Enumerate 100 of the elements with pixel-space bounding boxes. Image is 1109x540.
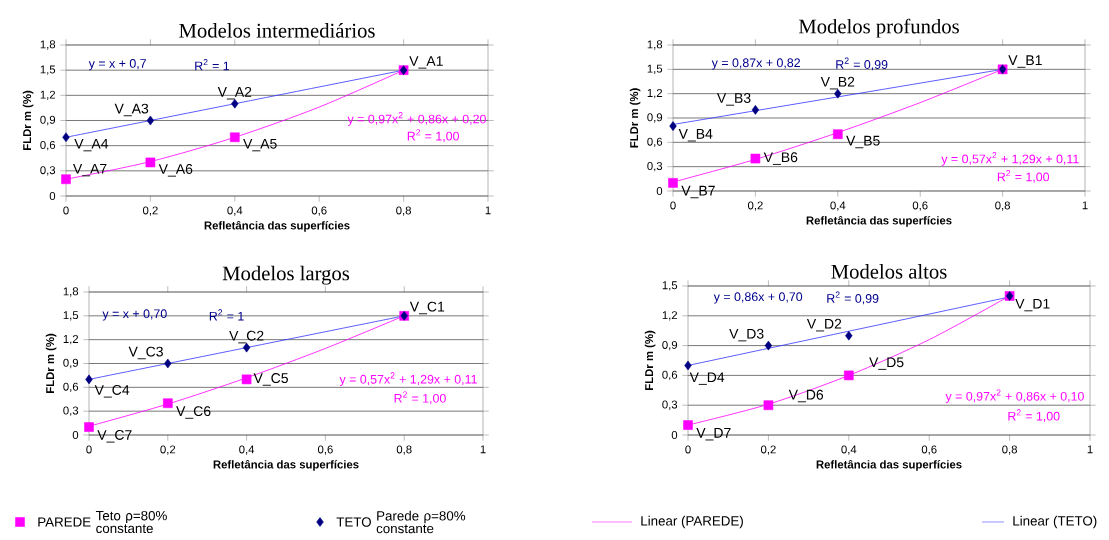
annotation: y = x + 0,7 — [88, 59, 146, 71]
y-axis-title: FLDr m (%) — [22, 90, 34, 150]
annotation: V_C6 — [176, 406, 211, 419]
x-axis-title: Refletância das superfícies — [213, 459, 359, 471]
y-tick-label: 0,6 — [63, 382, 79, 393]
annotation: V_C5 — [253, 373, 288, 386]
y-tick-label: 1,5 — [40, 65, 56, 75]
legend-label: PAREDE — [38, 517, 91, 527]
x-axis-title: Refletância das superfícies — [816, 459, 962, 471]
annotation: R$^{2}$ = 1,00 — [997, 170, 1050, 183]
y-tick-label: 0,9 — [63, 358, 79, 369]
annotation: V_A6 — [158, 164, 193, 177]
annotation: V_B2 — [820, 76, 855, 90]
annotation: V_A5 — [243, 138, 277, 152]
legend-label: Linear (PAREDE) — [641, 515, 743, 529]
annotation: V_B4 — [678, 129, 713, 142]
annotation: V_B7 — [681, 185, 715, 199]
annotation: V_C7 — [97, 430, 132, 443]
annotation: V_C1 — [409, 301, 445, 315]
annotation: R$^{2}$ = 1 — [209, 309, 244, 321]
x-tick-label: 0,4 — [830, 201, 846, 211]
annotation: V_A2 — [217, 86, 252, 100]
annotation: V_D2 — [806, 318, 842, 332]
annotation: y = 0,57x$^{2}$ + 1,29x + 0,11 — [941, 152, 1079, 166]
chart-title: Modelos intermediários — [179, 23, 375, 38]
x-tick-label: 0,6 — [317, 445, 333, 455]
x-tick-label: 0,8 — [1002, 445, 1017, 455]
annotation: V_C4 — [94, 385, 130, 398]
y-tick-label: 0 — [72, 431, 79, 440]
annotation: V_D4 — [689, 372, 725, 385]
y-axis-title: FLDr m (%) — [644, 330, 656, 390]
x-tick-label: 0,6 — [912, 201, 928, 211]
y-tick-label: 0,9 — [662, 340, 678, 351]
y-tick-label: 1,2 — [40, 90, 56, 101]
x-tick-label: 0 — [685, 445, 691, 454]
annotation: V_B6 — [763, 152, 798, 165]
annotation: V_C3 — [128, 346, 163, 360]
y-axis-title: FLDr m (%) — [629, 88, 641, 148]
y-tick-label: 0,3 — [662, 400, 678, 410]
y-tick-label: 1,5 — [647, 64, 663, 74]
x-tick-label: 0 — [86, 445, 92, 454]
annotation: R$^{2}$ = 0,99 — [827, 291, 879, 305]
y-tick-label: 1,8 — [40, 40, 56, 50]
annotation: y = 0,87x + 0,82 — [711, 58, 800, 70]
y-tick-label: 0,3 — [63, 406, 79, 416]
annotation: V_D3 — [729, 328, 764, 342]
legend-label: Linear (TETO) — [1013, 515, 1097, 529]
legend-label: TETO — [336, 517, 371, 527]
y-tick-label: 0,6 — [662, 370, 678, 381]
x-tick-label: 1 — [1087, 445, 1093, 454]
x-tick-label: 0,4 — [227, 206, 243, 216]
annotation: V_A7 — [73, 163, 107, 177]
annotation: y = 0,97x$^{2}$ + 0,86x + 0,20 — [347, 112, 486, 126]
annotation: R$^{2}$ = 1 — [195, 59, 230, 71]
y-tick-label: 1,8 — [63, 287, 79, 297]
y-tick-label: 0 — [656, 187, 663, 195]
annotation: R$^{2}$ = 1,00 — [1008, 409, 1060, 422]
x-axis-title: Refletância das superfícies — [204, 220, 350, 232]
y-tick-label: 0,3 — [40, 166, 56, 176]
annotation: V_D1 — [1015, 298, 1050, 312]
annotation: R$^{2}$ = 1,00 — [394, 391, 446, 405]
y-tick-label: 1,2 — [647, 88, 663, 99]
chart-title: Modelos largos — [222, 265, 350, 285]
annotation: V_B5 — [846, 135, 880, 149]
y-tick-label: 0,3 — [647, 161, 663, 172]
y-tick-label: 0 — [49, 192, 56, 200]
y-tick-label: 1,5 — [662, 281, 678, 291]
annotation: R$^{2}$ = 0,99 — [836, 57, 888, 71]
annotation: V_B1 — [1008, 55, 1042, 68]
annotation: R$^{2}$ = 1,00 — [407, 129, 460, 142]
x-tick-label: 0,4 — [239, 445, 255, 455]
x-tick-label: 0,6 — [921, 445, 937, 455]
x-axis-title: Refletância das superfícies — [806, 215, 952, 227]
annotation: V_B3 — [716, 93, 751, 106]
text: Teto ρ=80% constante — [95, 510, 167, 534]
x-tick-label: 1 — [485, 206, 491, 215]
annotation: y = x + 0,70 — [102, 309, 167, 321]
chart-title: Modelos altos — [831, 264, 947, 279]
x-tick-label: 0,8 — [396, 206, 411, 216]
x-tick-label: 0,8 — [396, 445, 412, 455]
y-tick-label: 0 — [671, 431, 678, 440]
x-tick-label: 1 — [480, 445, 486, 454]
y-tick-label: 0,9 — [647, 113, 663, 123]
y-tick-label: 0,6 — [40, 140, 56, 151]
x-tick-label: 0,2 — [747, 201, 763, 211]
y-axis-title: FLDr m (%) — [45, 333, 57, 393]
annotation: y = 0,57x$^{2}$ + 1,29x + 0,11 — [339, 372, 477, 387]
chart-title: Modelos profundos — [798, 18, 959, 38]
annotation: V_A1 — [409, 56, 443, 69]
y-tick-label: 1,8 — [647, 40, 663, 50]
x-tick-label: 0,4 — [841, 445, 857, 455]
x-tick-label: 1 — [1082, 201, 1088, 210]
annotation: V_C2 — [229, 330, 264, 344]
text: Parede ρ=80% constante — [376, 510, 466, 534]
y-tick-label: 1,2 — [63, 335, 79, 345]
annotation: V_D7 — [696, 428, 731, 441]
x-tick-label: 0,2 — [142, 206, 158, 216]
y-tick-label: 0,6 — [647, 137, 663, 148]
annotation: V_A4 — [74, 138, 109, 152]
annotation: y = 0,97x$^{2}$ + 0,86x + 0,10 — [945, 389, 1084, 404]
